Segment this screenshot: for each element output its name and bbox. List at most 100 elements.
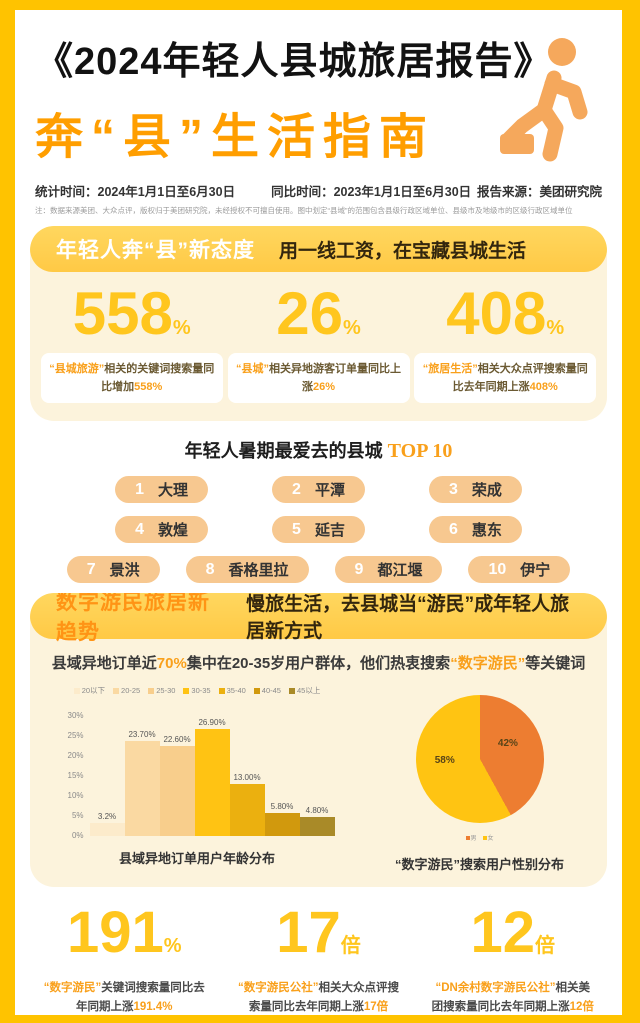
top10-row: 1 大理 2 平潭 3 荣成 — [15, 476, 622, 504]
county-name: 平潭 — [314, 482, 345, 500]
y-tick: 30% — [67, 711, 84, 721]
legend-item: 25-30 — [148, 685, 175, 696]
top10-item: 9 都江堰 — [334, 556, 443, 584]
y-tick: 25% — [67, 731, 84, 741]
bar-chart-caption: 县域异地订单用户年龄分布 — [119, 851, 276, 867]
stat-desc: “旅居生活”相关大众点评搜索量同比去年同期上涨408% — [414, 353, 597, 404]
footnote: 注：数据来源美团、大众点评，版权归于美团研究院，未经授权不可擅自使用。图中划定“… — [35, 206, 573, 215]
rank: 3 — [448, 480, 458, 498]
section-nomad-badge: 数字游民旅居新趋势 — [56, 593, 210, 645]
compare-time: 同比时间：2023年1月1日至6月30日 — [271, 185, 472, 199]
bar — [264, 813, 300, 837]
meta-row: 统计时间：2024年1月1日至6月30日 同比时间：2023年1月1日至6月30… — [35, 181, 602, 200]
legend-swatch — [113, 687, 120, 694]
top10-item: 10 伊宁 — [468, 556, 571, 584]
section-attitude: 年轻人奔“县”新态度 用一线工资，在宝藏县城生活 558% “县城旅游”相关的关… — [30, 226, 607, 422]
top10-item: 1 大理 — [115, 476, 209, 504]
stat-nomad-commune: 17倍 “数字游民公社”相关大众点评搜索量同比去年同期上涨17倍 — [228, 900, 410, 1015]
bar-value-label: 23.70% — [128, 730, 156, 740]
rank: 5 — [292, 520, 301, 538]
bar-value-label: 26.90% — [198, 717, 226, 727]
stat-value: 408% — [446, 280, 565, 347]
top10-title: 年轻人暑期最爱去的县城 TOP 10 — [184, 440, 453, 463]
top10-item: 7 景洪 — [66, 556, 160, 584]
bar-40-45: 5.80% — [264, 802, 300, 837]
main-title: 奔“县”生活指南 — [35, 111, 436, 164]
attitude-stats-row: 558% “县城旅游”相关的关键词搜索量同比增加558% 26% “县城”相关异… — [30, 272, 607, 421]
section-nomad-title: 慢旅生活，去县城当“游民”成年轻人旅居新方式 — [246, 594, 570, 643]
bar — [194, 728, 230, 837]
running-person-icon — [494, 36, 594, 166]
county-name: 伊宁 — [520, 562, 551, 580]
gender-pie-chart: 42% 58% 男女 “数字游民”搜索用户性别分布 — [358, 679, 601, 873]
stat-desc: “数字游民”关键词搜索量同比去年同期上涨191.4% — [43, 982, 205, 1014]
stat-dn-yucun: 12倍 “DN余村数字游民公社”相关美团搜索量同比去年同期上涨12倍 — [422, 900, 604, 1015]
county-name: 敦煌 — [158, 522, 189, 540]
stat-county-travel: 558% “县城旅游”相关的关键词搜索量同比增加558% — [40, 282, 223, 404]
stat-nomad-keyword: 191% “数字游民”关键词搜索量同比去年同期上涨191.4% — [33, 900, 215, 1015]
stat-desc: “DN余村数字游民公社”相关美团搜索量同比去年同期上涨12倍 — [431, 982, 594, 1014]
section-nomad: 数字游民旅居新趋势 慢旅生活，去县城当“游民”成年轻人旅居新方式 县域异地订单近… — [30, 593, 607, 888]
bar-20-25: 23.70% — [124, 730, 160, 837]
pie-legend-item: 男 — [465, 833, 477, 842]
bar-chart-yaxis: 0% 5% 10% 15% 20% 25% 30% — [60, 702, 90, 840]
bar-value-label: 3.2% — [97, 812, 117, 822]
top10-item: 2 平潭 — [272, 476, 365, 504]
rank: 9 — [354, 560, 364, 578]
legend-swatch — [253, 687, 260, 694]
bar-30-35: 26.90% — [194, 717, 230, 837]
stat-value: 17倍 — [276, 900, 361, 966]
stat-value: 26% — [276, 280, 361, 347]
top10-highlight: TOP 10 — [387, 440, 453, 463]
county-name: 香格里拉 — [228, 562, 289, 580]
nomad-subtitle: 县域异地订单近70%集中在20-35岁用户群体，他们热衷搜索“数字游民”等关键词 — [51, 655, 586, 673]
stat-desc: “县城”相关异地游客订单量同比上涨26% — [227, 353, 410, 404]
top10-item: 6 惠东 — [428, 516, 522, 544]
legend-item: 20-25 — [113, 685, 140, 696]
report-title: 《2024年轻人县城旅居报告》 — [35, 41, 553, 83]
report-source: 报告来源：美团研究院 — [476, 185, 602, 199]
section-attitude-header: 年轻人奔“县”新态度 用一线工资，在宝藏县城生活 — [30, 226, 607, 272]
bar-20以下: 3.2% — [89, 812, 125, 837]
section-nomad-header: 数字游民旅居新趋势 慢旅生活，去县城当“游民”成年轻人旅居新方式 — [30, 593, 607, 644]
legend-item: 20以下 — [73, 685, 105, 696]
stat-sojourn-life: 408% “旅居生活”相关大众点评搜索量同比去年同期上涨408% — [414, 280, 597, 404]
section-attitude-badge: 年轻人奔“县”新态度 — [56, 239, 255, 262]
top10-row: 4 敦煌 5 延吉 6 惠东 — [15, 516, 622, 544]
nomad-stats-row: 191% “数字游民”关键词搜索量同比去年同期上涨191.4% 17倍 “数字游… — [15, 887, 622, 1015]
top10-item: 4 敦煌 — [115, 516, 209, 544]
bar-value-label: 13.00% — [233, 773, 261, 783]
bar-value-label: 22.60% — [163, 734, 191, 744]
top10-row: 7 景洪 8 香格里拉 9 都江堰 10 伊宁 — [15, 556, 622, 584]
county-name: 荣成 — [471, 482, 502, 500]
county-name: 景洪 — [109, 562, 140, 580]
rank: 2 — [292, 480, 301, 498]
legend-item: 35-40 — [218, 685, 246, 696]
county-name: 惠东 — [471, 522, 502, 540]
pie-legend: 男女 — [465, 833, 494, 842]
charts-row: 20以下 20-25 25-30 30-35 35-40 40-45 45以上 0% 5% 10… — [30, 675, 607, 887]
pie-legend-item: 女 — [482, 833, 494, 842]
stat-desc: “数字游民公社”相关大众点评搜索量同比去年同期上涨17倍 — [238, 982, 399, 1014]
bar-35-40: 13.00% — [229, 773, 265, 837]
rank: 4 — [135, 520, 145, 538]
legend-swatch — [183, 687, 190, 694]
top10-item: 8 香格里拉 — [185, 556, 309, 584]
stat-value: 12倍 — [470, 900, 555, 966]
legend-swatch — [218, 687, 225, 694]
top10-list: 1 大理 2 平潭 3 荣成 4 敦煌 5 延吉 6 惠东 7 景洪 8 香格里拉 9 都江堰 10 伊宁 — [15, 476, 622, 584]
rank: 6 — [448, 520, 458, 538]
legend-item: 40-45 — [253, 685, 281, 696]
rank: 1 — [135, 480, 145, 498]
bar-value-label: 5.80% — [270, 802, 294, 812]
top10-item: 3 荣成 — [428, 476, 522, 504]
rank: 10 — [488, 560, 507, 578]
county-name: 延吉 — [314, 522, 345, 540]
bar-45以上: 4.80% — [299, 806, 335, 837]
legend-item: 30-35 — [183, 685, 211, 696]
y-tick: 20% — [67, 751, 84, 761]
stat-value: 191% — [66, 900, 182, 966]
bar-chart-bars: 3.2% 23.70% 22.60% 26.90% 13.00% 5.80% 4.80% — [89, 702, 335, 837]
legend-swatch — [73, 687, 80, 694]
